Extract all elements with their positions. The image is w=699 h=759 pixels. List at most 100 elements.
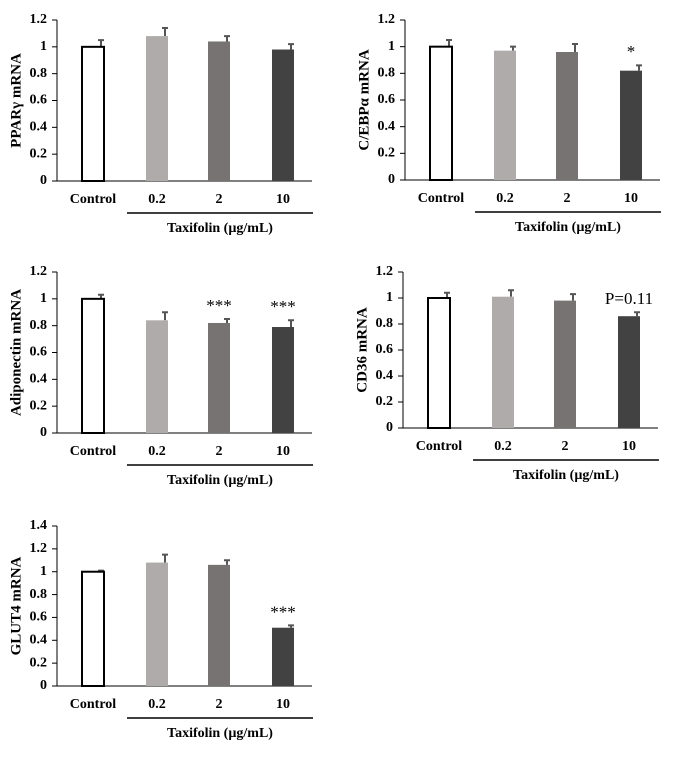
y-tick-label: 0.4 — [30, 633, 48, 648]
error-bar — [98, 39, 104, 47]
x-group-label: Taxifolin (µg/mL) — [167, 726, 273, 741]
error-bar — [572, 43, 578, 52]
x-tick-label: 0.2 — [148, 444, 166, 459]
x-tick-label: Control — [70, 697, 117, 712]
bar — [272, 327, 294, 433]
x-group-label: Taxifolin (µg/mL) — [513, 468, 619, 483]
y-tick-label: 0.8 — [30, 318, 48, 333]
y-tick-label: 0.8 — [376, 316, 394, 331]
bar — [208, 564, 230, 686]
x-tick-label: 0.2 — [494, 439, 512, 454]
error-bar — [636, 64, 642, 71]
x-tick-label: 0.2 — [148, 192, 166, 207]
error-bar — [570, 293, 576, 301]
error-bar — [162, 311, 168, 321]
bar — [494, 50, 516, 180]
bar — [272, 627, 294, 686]
x-tick-label: 10 — [622, 439, 636, 454]
y-axis-label: C/EBPα mRNA — [356, 49, 372, 150]
y-tick-label: 0.2 — [378, 146, 396, 161]
x-tick-label: 0.2 — [496, 191, 514, 206]
y-tick-label: 0.4 — [30, 120, 48, 135]
bar — [618, 316, 640, 428]
y-tick-label: 0.6 — [30, 610, 48, 625]
y-tick-label: 0.6 — [30, 345, 48, 360]
annotation: *** — [270, 297, 296, 316]
bar — [208, 41, 230, 181]
bar — [272, 49, 294, 182]
x-group-label: Taxifolin (µg/mL) — [515, 220, 621, 235]
y-tick-label: 1.2 — [378, 12, 396, 27]
x-tick-label: 10 — [276, 192, 290, 207]
y-axis-label: Adiponectin mRNA — [8, 289, 24, 416]
error-bar — [224, 35, 230, 42]
annotation: * — [627, 42, 636, 61]
y-axis-label: GLUT4 mRNA — [8, 556, 24, 655]
y-tick-label: 1.2 — [30, 12, 48, 27]
y-tick-label: 0.4 — [30, 372, 48, 387]
panel: PPARγ mRNA 0 0.2 0.4 0.6 0.8 1 1.2 Control 0.2 2 10… — [8, 12, 313, 236]
x-tick-label: 10 — [276, 444, 290, 459]
error-bar — [288, 624, 294, 628]
y-tick-label: 0.8 — [30, 587, 48, 602]
y-tick-label: 1 — [40, 39, 47, 54]
annotation: *** — [206, 296, 232, 315]
annotation: *** — [270, 602, 296, 621]
y-tick-label: 0 — [40, 678, 47, 693]
bar — [554, 300, 576, 428]
y-tick-label: 0 — [388, 172, 395, 187]
y-tick-label: 1.2 — [376, 264, 394, 279]
bar — [81, 45, 105, 183]
x-tick-label: 2 — [216, 192, 223, 207]
annotation: P=0.11 — [605, 289, 653, 308]
error-bar — [510, 45, 516, 51]
panel: CD36 mRNA 0 0.2 0.4 0.6 0.8 1 1.2 Control 0.2 2 10 P… — [354, 264, 659, 483]
x-tick-label: Control — [418, 191, 465, 206]
y-tick-label: 0.6 — [378, 92, 396, 107]
y-tick-label: 0.6 — [30, 93, 48, 108]
error-bar — [162, 27, 168, 37]
bar — [81, 570, 105, 688]
x-tick-label: 0.2 — [148, 697, 166, 712]
x-tick-label: 10 — [624, 191, 638, 206]
error-bar — [634, 311, 640, 317]
y-tick-label: 0 — [40, 425, 47, 440]
error-bar — [162, 553, 168, 563]
error-bar — [508, 289, 514, 297]
x-tick-label: Control — [70, 192, 117, 207]
y-tick-label: 0.2 — [30, 146, 48, 161]
error-bar — [288, 43, 294, 50]
x-tick-label: 2 — [562, 439, 569, 454]
y-axis-label: PPARγ mRNA — [8, 53, 24, 148]
y-tick-label: 0.4 — [376, 368, 394, 383]
bar — [429, 45, 453, 181]
x-tick-label: Control — [416, 439, 463, 454]
bar — [146, 320, 168, 433]
y-tick-label: 0 — [40, 173, 47, 188]
y-tick-label: 0.8 — [378, 66, 396, 81]
y-tick-label: 0.2 — [30, 398, 48, 413]
y-tick-label: 1 — [40, 564, 47, 579]
x-tick-label: 2 — [564, 191, 571, 206]
y-tick-label: 1.2 — [30, 264, 48, 279]
y-tick-label: 0.2 — [376, 394, 394, 409]
y-tick-label: 1.2 — [30, 541, 48, 556]
bar — [620, 70, 642, 180]
y-tick-label: 0 — [386, 420, 393, 435]
x-tick-label: 10 — [276, 697, 290, 712]
y-tick-label: 1 — [388, 39, 395, 54]
y-tick-label: 0.4 — [378, 119, 396, 134]
bar — [146, 36, 168, 181]
x-group-label: Taxifolin (µg/mL) — [167, 221, 273, 236]
panel: C/EBPα mRNA 0 0.2 0.4 0.6 0.8 1 1.2 Control 0.2 2 1… — [356, 12, 661, 235]
panel: Adiponectin mRNA 0 0.2 0.4 0.6 0.8 1 1.2 Control… — [8, 264, 313, 488]
error-bar — [224, 559, 230, 565]
y-tick-label: 1 — [386, 290, 393, 305]
y-tick-label: 1.4 — [30, 518, 48, 533]
x-tick-label: 2 — [216, 697, 223, 712]
bar — [492, 296, 514, 428]
bar — [146, 562, 168, 686]
y-axis-label: CD36 mRNA — [354, 307, 370, 393]
y-tick-label: 1 — [40, 291, 47, 306]
